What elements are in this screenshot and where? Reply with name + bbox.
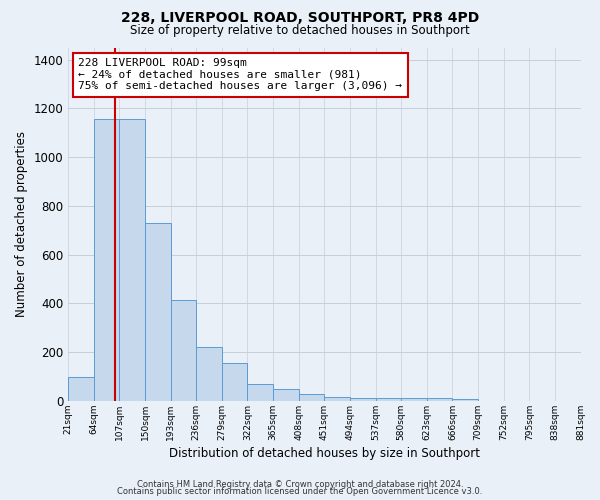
Bar — [119, 120, 145, 401]
Bar — [273, 389, 299, 401]
Bar — [350, 398, 376, 401]
Bar — [145, 223, 170, 401]
Bar — [222, 363, 247, 401]
Y-axis label: Number of detached properties: Number of detached properties — [15, 131, 28, 317]
Bar — [68, 376, 94, 401]
Text: Contains HM Land Registry data © Crown copyright and database right 2024.: Contains HM Land Registry data © Crown c… — [137, 480, 463, 489]
Bar — [427, 398, 452, 401]
Bar — [299, 394, 325, 401]
X-axis label: Distribution of detached houses by size in Southport: Distribution of detached houses by size … — [169, 447, 480, 460]
Text: Contains public sector information licensed under the Open Government Licence v3: Contains public sector information licen… — [118, 488, 482, 496]
Bar — [325, 396, 350, 401]
Bar — [247, 384, 273, 401]
Bar — [94, 120, 119, 401]
Bar — [401, 398, 427, 401]
Bar — [376, 398, 401, 401]
Text: Size of property relative to detached houses in Southport: Size of property relative to detached ho… — [130, 24, 470, 37]
Text: 228 LIVERPOOL ROAD: 99sqm
← 24% of detached houses are smaller (981)
75% of semi: 228 LIVERPOOL ROAD: 99sqm ← 24% of detac… — [79, 58, 403, 92]
Bar — [452, 399, 478, 401]
Bar — [170, 300, 196, 401]
Text: 228, LIVERPOOL ROAD, SOUTHPORT, PR8 4PD: 228, LIVERPOOL ROAD, SOUTHPORT, PR8 4PD — [121, 11, 479, 25]
Bar — [196, 348, 222, 401]
